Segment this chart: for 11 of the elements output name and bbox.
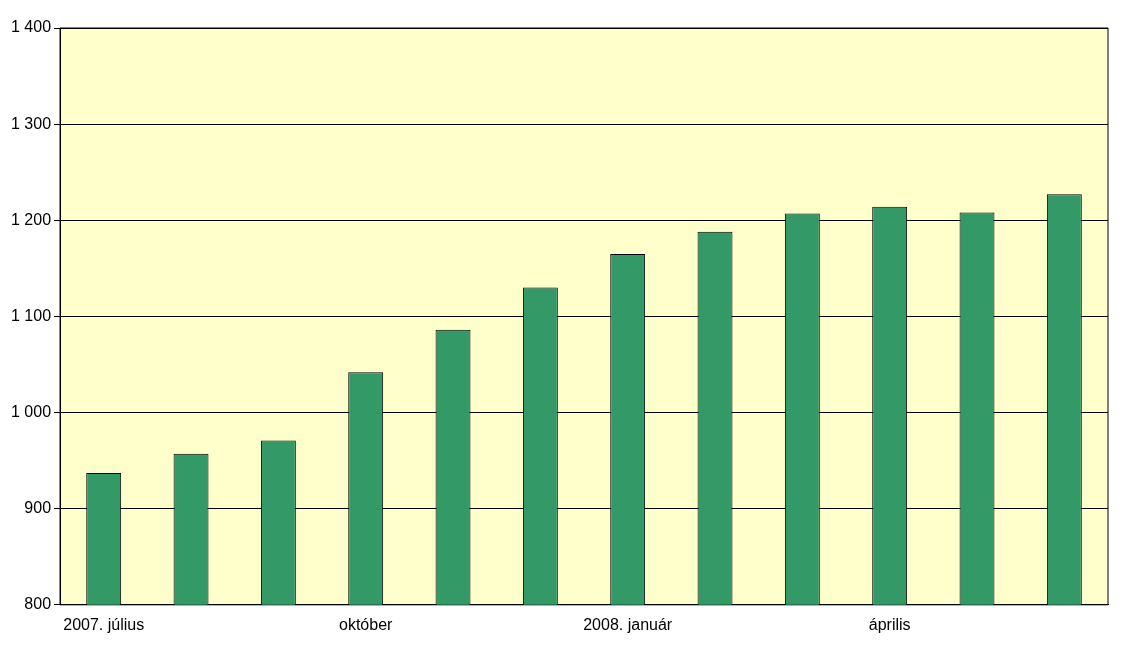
- x-tick-label: 2007. július: [63, 615, 145, 633]
- x-tick-label: október: [339, 615, 394, 633]
- y-tick-label: 1 100: [10, 306, 52, 324]
- y-tick-label: 900: [24, 499, 52, 517]
- y-tick-label: 1 200: [10, 210, 52, 228]
- y-tick-label: 800: [24, 595, 52, 613]
- x-tick-label: április: [868, 615, 911, 633]
- y-tick-label: 1 300: [10, 114, 52, 132]
- y-tick-label: 1 000: [10, 402, 52, 420]
- y-tick-label: 1 400: [10, 18, 52, 36]
- x-tick-label: 2008. január: [583, 615, 673, 633]
